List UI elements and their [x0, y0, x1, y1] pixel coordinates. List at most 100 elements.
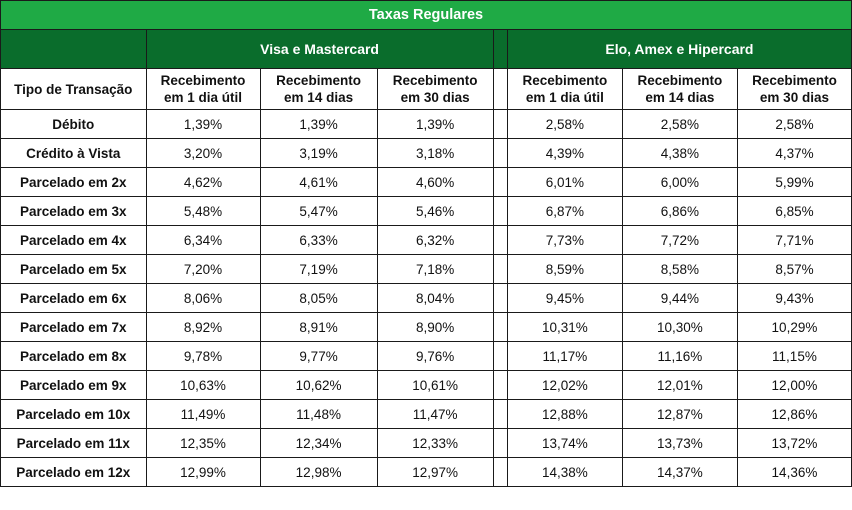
table-row: Parcelado em 2x 4,62% 4,61% 4,60% 6,01% 6,00%…	[0, 167, 852, 197]
row-gap	[492, 399, 508, 429]
rate-cell: 10,62%	[259, 370, 378, 400]
transaction-type: Parcelado em 8x	[0, 341, 147, 371]
type-header: Tipo de Transação	[0, 68, 147, 110]
rate-cell: 10,29%	[736, 312, 852, 342]
title-row: Taxas Regulares	[0, 0, 852, 30]
rate-cell: 5,99%	[736, 167, 852, 197]
transaction-type: Parcelado em 7x	[0, 312, 147, 342]
table-row: Parcelado em 7x 8,92% 8,91% 8,90% 10,31% 10,3…	[0, 312, 852, 342]
column-header-row: Tipo de Transação Recebimento em 1 dia út…	[0, 68, 852, 110]
transaction-type: Parcelado em 11x	[0, 428, 147, 458]
rates-table: Taxas Regulares Visa e Mastercard Elo, A…	[0, 0, 852, 487]
transaction-type: Parcelado em 4x	[0, 225, 147, 255]
rate-cell: 6,34%	[145, 225, 261, 255]
rate-cell: 2,58%	[506, 109, 623, 139]
transaction-type: Parcelado em 6x	[0, 283, 147, 313]
rate-cell: 12,33%	[376, 428, 494, 458]
row-gap	[492, 138, 508, 168]
rate-cell: 2,58%	[621, 109, 738, 139]
rate-cell: 10,63%	[145, 370, 261, 400]
table-row: Parcelado em 9x 10,63% 10,62% 10,61% 12,02% 1…	[0, 370, 852, 400]
header-gap	[492, 68, 508, 110]
rate-cell: 8,92%	[145, 312, 261, 342]
rate-cell: 1,39%	[376, 109, 494, 139]
group-visa-mastercard: Visa e Mastercard	[145, 29, 494, 69]
column-header: Recebimento em 1 dia útil	[506, 68, 623, 110]
rate-cell: 12,87%	[621, 399, 738, 429]
row-gap	[492, 428, 508, 458]
rate-cell: 4,62%	[145, 167, 261, 197]
rate-cell: 6,00%	[621, 167, 738, 197]
rate-cell: 8,59%	[506, 254, 623, 284]
rate-cell: 12,98%	[259, 457, 378, 487]
table-row: Parcelado em 12x 12,99% 12,98% 12,97% 14,38%…	[0, 457, 852, 487]
rate-cell: 14,37%	[621, 457, 738, 487]
rates-body: Débito 1,39% 1,39% 1,39% 2,58% 2,58% 2,58% Créd…	[0, 109, 852, 487]
column-header: Recebimento em 14 dias	[259, 68, 378, 110]
table-row: Parcelado em 8x 9,78% 9,77% 9,76% 11,17% 11,1…	[0, 341, 852, 371]
rate-cell: 8,57%	[736, 254, 852, 284]
column-header: Recebimento em 30 dias	[736, 68, 852, 110]
table-row: Parcelado em 5x 7,20% 7,19% 7,18% 8,59% 8,58%…	[0, 254, 852, 284]
rate-cell: 11,47%	[376, 399, 494, 429]
table-row: Parcelado em 6x 8,06% 8,05% 8,04% 9,45% 9,44%…	[0, 283, 852, 313]
column-header: Recebimento em 14 dias	[621, 68, 738, 110]
rate-cell: 4,61%	[259, 167, 378, 197]
row-gap	[492, 254, 508, 284]
column-header: Recebimento em 1 dia útil	[145, 68, 261, 110]
row-gap	[492, 370, 508, 400]
rate-cell: 6,32%	[376, 225, 494, 255]
row-gap	[492, 283, 508, 313]
row-gap	[492, 312, 508, 342]
rate-cell: 8,06%	[145, 283, 261, 313]
rate-cell: 4,39%	[506, 138, 623, 168]
rate-cell: 14,36%	[736, 457, 852, 487]
rate-cell: 9,77%	[259, 341, 378, 371]
rate-cell: 4,38%	[621, 138, 738, 168]
rate-cell: 11,17%	[506, 341, 623, 371]
row-gap	[492, 341, 508, 371]
rate-cell: 13,73%	[621, 428, 738, 458]
rate-cell: 14,38%	[506, 457, 623, 487]
rate-cell: 12,01%	[621, 370, 738, 400]
rate-cell: 12,00%	[736, 370, 852, 400]
table-row: Crédito à Vista 3,20% 3,19% 3,18% 4,39% 4,38%…	[0, 138, 852, 168]
rate-cell: 3,18%	[376, 138, 494, 168]
table-row: Parcelado em 3x 5,48% 5,47% 5,46% 6,87% 6,86%…	[0, 196, 852, 226]
transaction-type: Débito	[0, 109, 147, 139]
row-gap	[492, 109, 508, 139]
rate-cell: 2,58%	[736, 109, 852, 139]
rate-cell: 12,34%	[259, 428, 378, 458]
rate-cell: 9,45%	[506, 283, 623, 313]
transaction-type: Crédito à Vista	[0, 138, 147, 168]
rate-cell: 11,16%	[621, 341, 738, 371]
rate-cell: 12,86%	[736, 399, 852, 429]
transaction-type: Parcelado em 10x	[0, 399, 147, 429]
rate-cell: 9,43%	[736, 283, 852, 313]
row-gap	[492, 167, 508, 197]
rate-cell: 4,60%	[376, 167, 494, 197]
rate-cell: 9,44%	[621, 283, 738, 313]
transaction-type: Parcelado em 5x	[0, 254, 147, 284]
rate-cell: 9,78%	[145, 341, 261, 371]
rate-cell: 12,97%	[376, 457, 494, 487]
rate-cell: 11,49%	[145, 399, 261, 429]
table-row: Débito 1,39% 1,39% 1,39% 2,58% 2,58% 2,58%	[0, 109, 852, 139]
table-title: Taxas Regulares	[0, 0, 852, 30]
group-elo-amex-hipercard: Elo, Amex e Hipercard	[506, 29, 852, 69]
row-gap	[492, 196, 508, 226]
rate-cell: 10,61%	[376, 370, 494, 400]
rate-cell: 6,86%	[621, 196, 738, 226]
transaction-type: Parcelado em 12x	[0, 457, 147, 487]
group-gap	[492, 29, 508, 69]
rate-cell: 8,91%	[259, 312, 378, 342]
rate-cell: 7,20%	[145, 254, 261, 284]
rate-cell: 6,33%	[259, 225, 378, 255]
rate-cell: 5,47%	[259, 196, 378, 226]
rate-cell: 10,31%	[506, 312, 623, 342]
rate-cell: 8,04%	[376, 283, 494, 313]
rate-cell: 12,99%	[145, 457, 261, 487]
rate-cell: 11,15%	[736, 341, 852, 371]
row-gap	[492, 225, 508, 255]
rate-cell: 5,48%	[145, 196, 261, 226]
